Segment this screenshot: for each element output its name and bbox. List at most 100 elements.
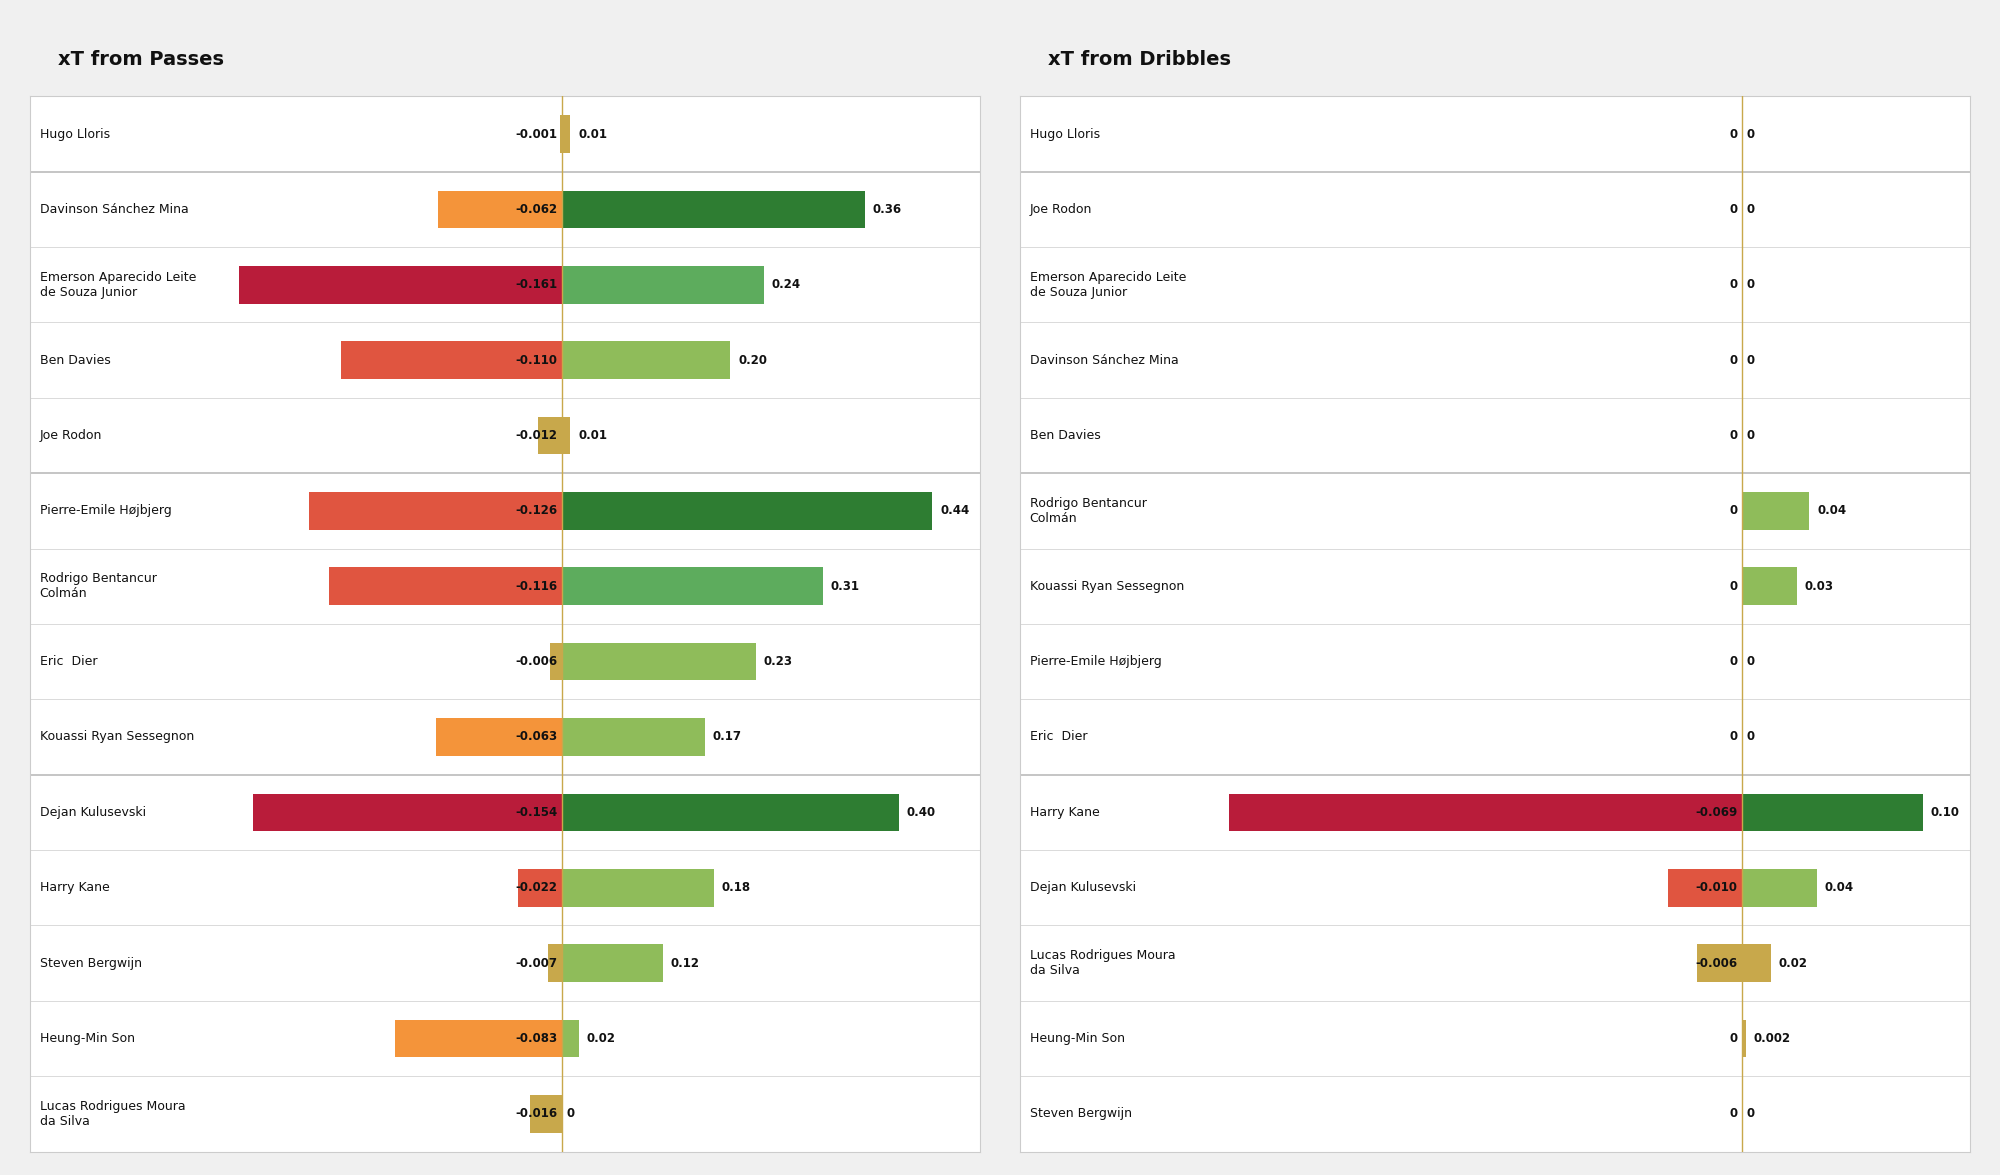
Text: 0: 0 [1730,579,1738,592]
Bar [1742,1020,1746,1058]
Text: Hugo Lloris: Hugo Lloris [40,128,110,141]
Bar [530,1095,562,1133]
Text: 0: 0 [1746,203,1754,216]
Text: -0.062: -0.062 [516,203,558,216]
Text: -0.022: -0.022 [516,881,558,894]
Text: -0.016: -0.016 [516,1107,558,1120]
Text: -0.012: -0.012 [516,429,558,442]
Text: Eric  Dier: Eric Dier [40,656,96,669]
Bar [1742,568,1796,605]
Bar [548,945,562,982]
Text: 0: 0 [1730,203,1738,216]
Text: 0: 0 [1746,731,1754,744]
Text: Steven Bergwijn: Steven Bergwijn [40,956,142,969]
Text: 0: 0 [1730,278,1738,291]
Bar [330,568,562,605]
Bar [310,492,562,530]
Text: Pierre-Emile Højbjerg: Pierre-Emile Højbjerg [40,504,172,517]
Text: Lucas Rodrigues Moura
da Silva: Lucas Rodrigues Moura da Silva [40,1100,186,1128]
Text: Harry Kane: Harry Kane [1030,806,1100,819]
Text: 0: 0 [1746,354,1754,367]
Bar [560,115,562,153]
Bar [1742,793,1922,831]
Text: -0.126: -0.126 [516,504,558,517]
Text: Emerson Aparecido Leite
de Souza Junior: Emerson Aparecido Leite de Souza Junior [40,270,196,298]
Text: -0.063: -0.063 [516,731,558,744]
Bar [562,341,730,380]
Text: Heung-Min Son: Heung-Min Son [1030,1032,1124,1045]
Bar [438,190,562,228]
Text: 0: 0 [1746,656,1754,669]
Text: Davinson Sánchez Mina: Davinson Sánchez Mina [1030,354,1178,367]
Text: -0.006: -0.006 [516,656,558,669]
Text: 0: 0 [566,1107,574,1120]
Text: 0.02: 0.02 [586,1032,616,1045]
Text: 0: 0 [1730,354,1738,367]
Text: 0.36: 0.36 [872,203,902,216]
Text: 0.40: 0.40 [906,806,936,819]
Text: -0.116: -0.116 [516,579,558,592]
Text: 0.20: 0.20 [738,354,768,367]
Text: 0.23: 0.23 [764,656,792,669]
Bar [1742,945,1772,982]
Text: Dejan Kulusevski: Dejan Kulusevski [40,806,146,819]
Text: -0.161: -0.161 [516,278,558,291]
Text: Steven Bergwijn: Steven Bergwijn [1030,1107,1132,1120]
Text: 0: 0 [1746,128,1754,141]
Text: 0.04: 0.04 [1824,881,1854,894]
Text: Eric  Dier: Eric Dier [1030,731,1088,744]
Text: 0: 0 [1746,278,1754,291]
Text: 0: 0 [1730,128,1738,141]
Text: Rodrigo Bentancur
Colmán: Rodrigo Bentancur Colmán [1030,497,1146,525]
Text: Lucas Rodrigues Moura
da Silva: Lucas Rodrigues Moura da Silva [1030,949,1176,978]
Bar [550,643,562,680]
Bar [538,417,562,455]
Bar [562,793,898,831]
Text: Joe Rodon: Joe Rodon [40,429,102,442]
Text: Davinson Sánchez Mina: Davinson Sánchez Mina [40,203,188,216]
Text: 0.01: 0.01 [578,429,608,442]
Text: 0.17: 0.17 [712,731,742,744]
Text: 0: 0 [1730,656,1738,669]
Text: Ben Davies: Ben Davies [1030,429,1100,442]
Text: 0.03: 0.03 [1804,579,1834,592]
Bar [518,868,562,907]
Text: Ben Davies: Ben Davies [40,354,110,367]
Text: -0.006: -0.006 [1696,956,1738,969]
Text: -0.010: -0.010 [1696,881,1738,894]
Bar [562,718,706,756]
Text: -0.007: -0.007 [516,956,558,969]
Text: 0: 0 [1746,1107,1754,1120]
Bar [396,1020,562,1058]
Bar [238,266,562,303]
Bar [562,868,714,907]
Text: Kouassi Ryan Sessegnon: Kouassi Ryan Sessegnon [40,731,194,744]
Text: Joe Rodon: Joe Rodon [1030,203,1092,216]
Bar [562,417,570,455]
Text: 0.01: 0.01 [578,128,608,141]
Bar [342,341,562,380]
Bar [1668,868,1742,907]
Text: xT from Passes: xT from Passes [58,51,224,69]
Text: 0.12: 0.12 [670,956,700,969]
Bar [254,793,562,831]
Text: 0: 0 [1730,1032,1738,1045]
Text: 0.002: 0.002 [1754,1032,1790,1045]
Text: Dejan Kulusevski: Dejan Kulusevski [1030,881,1136,894]
Text: Harry Kane: Harry Kane [40,881,110,894]
Text: 0.10: 0.10 [1930,806,1960,819]
Bar [1698,945,1742,982]
Text: 0.44: 0.44 [940,504,970,517]
Text: 0: 0 [1730,1107,1738,1120]
Bar [1742,868,1816,907]
Text: Rodrigo Bentancur
Colmán: Rodrigo Bentancur Colmán [40,572,156,600]
Bar [1228,793,1742,831]
Text: -0.083: -0.083 [516,1032,558,1045]
Text: 0.18: 0.18 [722,881,750,894]
Bar [562,945,664,982]
Bar [436,718,562,756]
Text: Emerson Aparecido Leite
de Souza Junior: Emerson Aparecido Leite de Souza Junior [1030,270,1186,298]
Text: 0.02: 0.02 [1778,956,1808,969]
Text: 0: 0 [1730,504,1738,517]
Text: Kouassi Ryan Sessegnon: Kouassi Ryan Sessegnon [1030,579,1184,592]
